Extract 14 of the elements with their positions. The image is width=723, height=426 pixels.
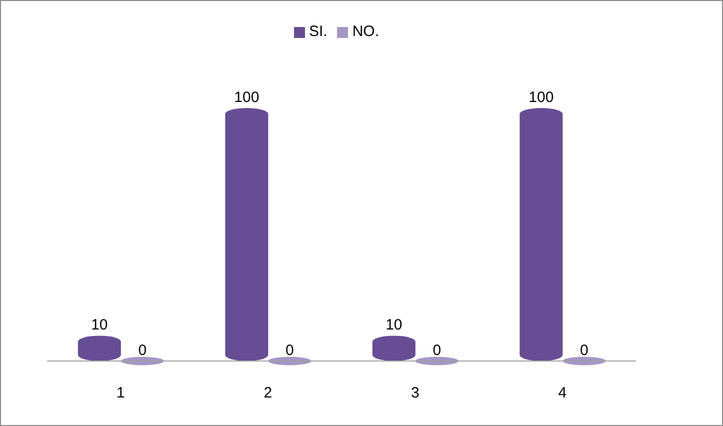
data-label: 0 xyxy=(286,342,294,359)
data-label: 0 xyxy=(432,342,442,359)
data-label: 0 xyxy=(138,342,147,359)
legend-label: SI. xyxy=(308,23,328,40)
x-tick-label: 1 xyxy=(116,384,125,402)
x-tick-label: 4 xyxy=(558,384,567,402)
data-label: 10 xyxy=(91,316,108,334)
legend-label: NO. xyxy=(352,23,379,40)
x-tick-label: 3 xyxy=(410,384,420,402)
data-label: 0 xyxy=(580,342,588,359)
data-label: 10 xyxy=(386,316,402,334)
data-label: 100 xyxy=(528,89,554,106)
x-tick-label: 2 xyxy=(264,384,272,402)
data-label: 100 xyxy=(234,89,260,106)
